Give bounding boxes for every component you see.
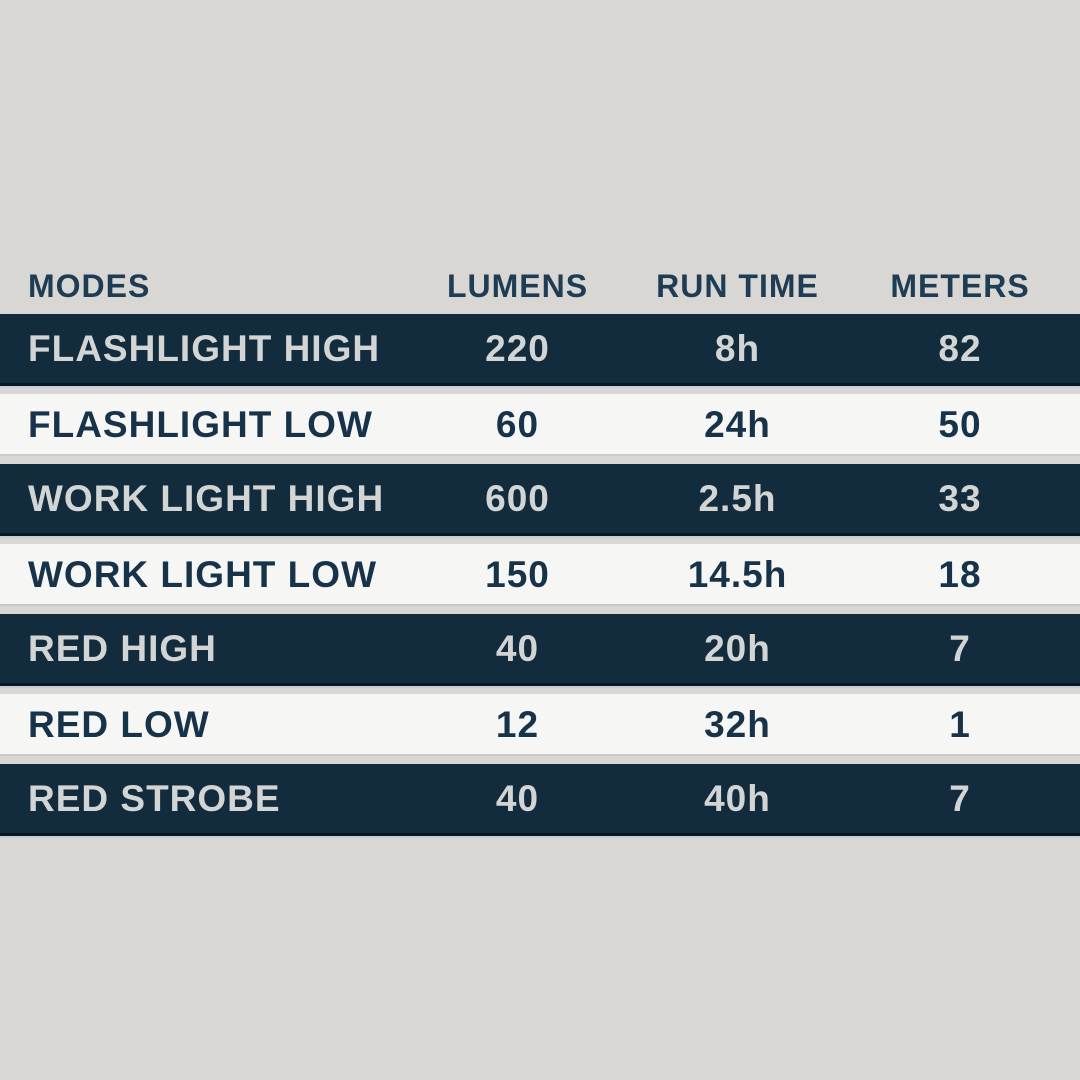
run-time-cell: 8h <box>714 328 761 369</box>
mode-cell: RED LOW <box>28 703 210 745</box>
lumens-cell: 40 <box>495 628 540 669</box>
column-header-run-time: RUN TIME <box>656 268 819 304</box>
run-time-cell: 32h <box>704 703 771 745</box>
mode-cell: RED HIGH <box>28 628 217 669</box>
column-header-meters: METERS <box>890 268 1030 304</box>
column-header-modes: MODES <box>28 268 151 304</box>
meters-cell: 7 <box>949 778 971 819</box>
lumens-cell: 60 <box>495 403 540 445</box>
run-time-cell: 20h <box>704 628 771 669</box>
mode-cell: WORK LIGHT LOW <box>28 553 377 595</box>
mode-cell: FLASHLIGHT LOW <box>28 403 373 445</box>
table-row-work-light-low: WORK LIGHT LOW 150 14.5h 18 <box>0 544 1080 606</box>
table-header-row: MODES LUMENS RUN TIME METERS <box>0 258 1080 314</box>
table-row-flashlight-high: FLASHLIGHT HIGH 220 8h 82 <box>0 314 1080 386</box>
run-time-cell: 40h <box>704 778 771 819</box>
mode-cell: RED STROBE <box>28 778 281 819</box>
meters-cell: 7 <box>949 628 971 669</box>
table-row-red-high: RED HIGH 40 20h 7 <box>0 614 1080 686</box>
lumens-cell: 220 <box>485 328 550 369</box>
table-row-work-light-high: WORK LIGHT HIGH 600 2.5h 33 <box>0 464 1080 536</box>
run-time-cell: 14.5h <box>687 553 788 595</box>
mode-cell: WORK LIGHT HIGH <box>28 478 385 519</box>
table-row-red-low: RED LOW 12 32h 1 <box>0 694 1080 756</box>
spec-table: MODES LUMENS RUN TIME METERS FLASHLIGHT … <box>0 258 1080 844</box>
table-row-flashlight-low: FLASHLIGHT LOW 60 24h 50 <box>0 394 1080 456</box>
lumens-cell: 40 <box>495 778 540 819</box>
meters-cell: 1 <box>949 703 971 745</box>
column-header-lumens: LUMENS <box>446 268 589 304</box>
meters-cell: 18 <box>938 553 982 595</box>
meters-cell: 33 <box>938 478 982 519</box>
lumens-cell: 150 <box>485 553 550 595</box>
table-row-red-strobe: RED STROBE 40 40h 7 <box>0 764 1080 836</box>
mode-cell: FLASHLIGHT HIGH <box>28 328 381 369</box>
lumens-cell: 12 <box>495 703 540 745</box>
meters-cell: 50 <box>938 403 982 445</box>
run-time-cell: 2.5h <box>698 478 777 519</box>
meters-cell: 82 <box>938 328 982 369</box>
lumens-cell: 600 <box>485 478 550 519</box>
run-time-cell: 24h <box>704 403 771 445</box>
